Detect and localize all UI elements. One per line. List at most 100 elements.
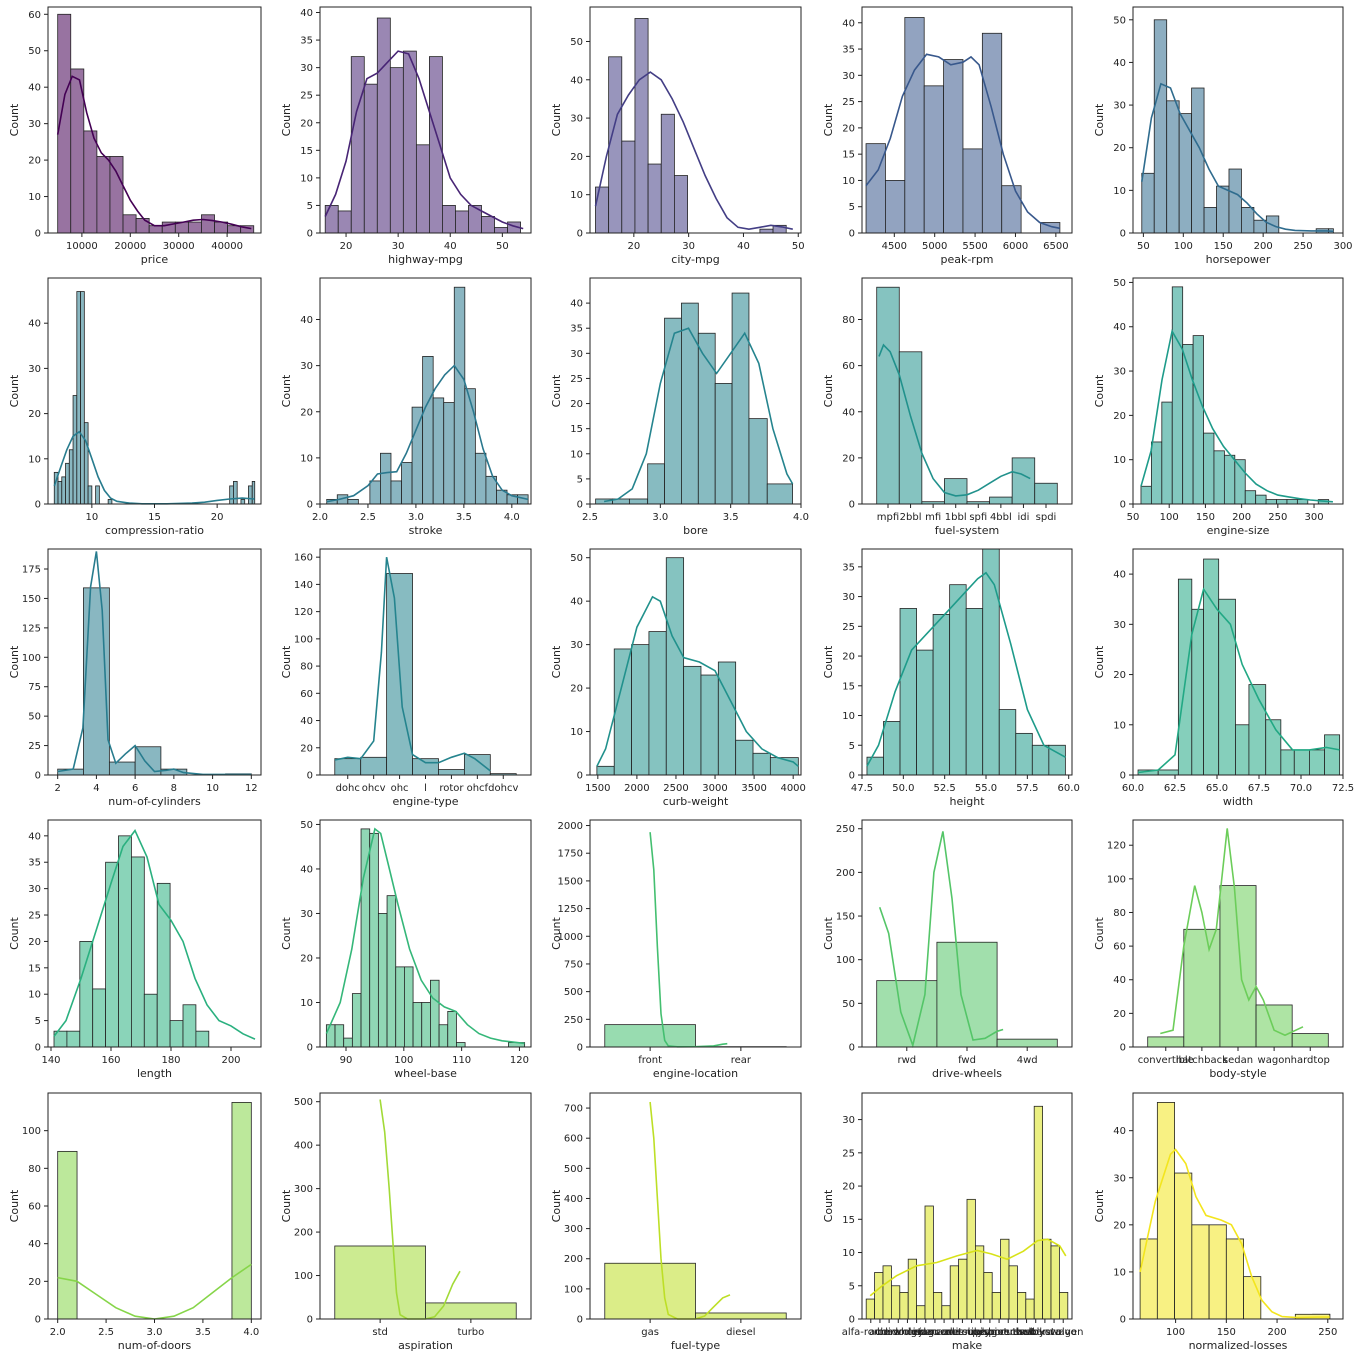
- y-tick-label: 25: [28, 911, 41, 922]
- x-tick-label: 57.5: [1016, 783, 1038, 794]
- bar-1bbl: [944, 478, 968, 505]
- bar: [1161, 401, 1173, 505]
- bar: [324, 205, 339, 234]
- x-tick-label: rotor: [439, 783, 464, 794]
- y-tick-label: 30: [28, 364, 41, 375]
- y-tick-label: 0: [307, 1043, 313, 1054]
- x-axis-label: city-mpg: [671, 253, 719, 266]
- bar-2bbl: [898, 351, 923, 505]
- bar: [1140, 485, 1152, 505]
- subplot-engine-size: 50 100 150 200 250 300 0 10 20 30 40 50 engine-size C…: [1093, 277, 1344, 537]
- subplot-peak-rpm: 4500 5000 5500 6000 6500 0 5 10 15 20 25 30 35 40 peak…: [822, 6, 1073, 266]
- y-tick-label: 30: [28, 884, 41, 895]
- x-axis-label: make: [952, 1339, 982, 1352]
- y-tick-label: 75: [28, 682, 41, 693]
- axes-frame: [589, 819, 802, 1048]
- y-tick-label: 40: [1113, 1126, 1126, 1137]
- bar-0: [865, 1298, 876, 1320]
- y-tick-label: 25: [842, 622, 855, 633]
- bar-rwd: [876, 980, 938, 1048]
- y-tick-label: 0: [849, 229, 855, 240]
- bar: [57, 480, 63, 505]
- bar: [376, 17, 391, 234]
- y-tick-label: 20: [28, 937, 41, 948]
- bar: [923, 85, 944, 234]
- x-tick-label: 4000: [780, 783, 805, 794]
- x-tick-label: std: [372, 1327, 387, 1338]
- y-tick-label: 150: [22, 594, 41, 605]
- x-tick-label: 100: [1160, 512, 1179, 523]
- bar: [350, 56, 365, 234]
- x-tick-label: 3000: [702, 783, 727, 794]
- y-tick-label: 30: [300, 63, 313, 74]
- x-axis-label: fuel-system: [935, 524, 999, 537]
- bar: [386, 895, 397, 1048]
- subplot-horsepower: 50 100 150 200 250 300 0 10 20 30 40 50 horsepower Co…: [1093, 6, 1353, 266]
- y-tick-label: 0: [307, 1315, 313, 1326]
- bar: [415, 144, 430, 234]
- y-tick-label: 5: [849, 202, 855, 213]
- bar: [233, 480, 238, 505]
- axes-frame: [47, 6, 262, 234]
- kde-line: [56, 75, 252, 230]
- bar: [1235, 724, 1250, 776]
- bar: [634, 18, 649, 234]
- x-tick-label: volkswagen: [1025, 1327, 1084, 1338]
- bar: [369, 832, 379, 1048]
- x-tick-label: 20: [340, 241, 353, 252]
- x-tick-label: subaru: [1018, 1327, 1052, 1338]
- bar-ohcv: [360, 756, 388, 776]
- bar-16: [1000, 1238, 1010, 1320]
- y-tick-label: 80: [842, 315, 855, 326]
- y-tick-label: 20: [842, 652, 855, 663]
- x-tick-label: 4.0: [243, 1327, 259, 1338]
- bar: [1244, 490, 1257, 505]
- bar: [1223, 454, 1236, 505]
- x-tick-label: 4.0: [793, 512, 809, 523]
- bar-hardtop: [1291, 1033, 1329, 1048]
- x-axis-label: num-of-cylinders: [108, 795, 201, 808]
- axes-frame: [589, 277, 802, 505]
- y-tick-label: 60: [300, 689, 313, 700]
- y-tick-label: 160: [294, 553, 313, 564]
- bar: [1253, 219, 1267, 234]
- y-tick-label: 15: [28, 963, 41, 974]
- x-tick-label: 4: [93, 783, 99, 794]
- x-tick-label: 100: [1174, 241, 1193, 252]
- y-tick-label: 25: [570, 374, 583, 385]
- y-tick-label: 500: [564, 987, 583, 998]
- bar: [717, 661, 737, 776]
- y-tick-label: 50: [1113, 15, 1126, 26]
- bar: [665, 557, 685, 776]
- x-tick-label: isuzu: [913, 1327, 939, 1338]
- y-tick-label: 30: [570, 114, 583, 125]
- x-tick-label: 65.0: [1206, 783, 1228, 794]
- bar-12: [966, 1198, 976, 1320]
- x-tick-label: nissan: [965, 1327, 997, 1338]
- y-tick-label: 0: [849, 771, 855, 782]
- bar: [369, 480, 381, 505]
- bar-diesel: [695, 1312, 787, 1320]
- x-tick-label: 50: [496, 241, 509, 252]
- x-tick-label: 250: [1318, 1327, 1337, 1338]
- y-tick-label: 0: [1120, 500, 1126, 511]
- y-tick-label: 20: [570, 152, 583, 163]
- bar-fwd: [936, 941, 998, 1048]
- kde-line: [649, 832, 728, 1048]
- y-axis-label: Count: [1093, 103, 1106, 136]
- x-tick-label: spfi: [969, 512, 987, 523]
- subplot-compression-ratio: 10 15 20 0 10 20 30 40 compression-ratio Count: [8, 277, 262, 537]
- x-tick-label: 300: [1304, 512, 1323, 523]
- y-tick-label: 35: [842, 45, 855, 56]
- bar: [714, 383, 733, 505]
- x-tick-label: 50: [792, 241, 805, 252]
- x-tick-label: l: [424, 783, 427, 794]
- bar: [1213, 450, 1225, 505]
- y-tick-label: 175: [22, 565, 41, 576]
- y-tick-label: 40: [28, 319, 41, 330]
- bar: [731, 292, 750, 505]
- y-tick-label: 30: [1113, 101, 1126, 112]
- kde-line: [1141, 82, 1334, 233]
- subplot-wheel-base: 90 100 110 120 0 10 20 30 40 50 wheel-base Count: [280, 819, 532, 1080]
- bar: [965, 608, 984, 776]
